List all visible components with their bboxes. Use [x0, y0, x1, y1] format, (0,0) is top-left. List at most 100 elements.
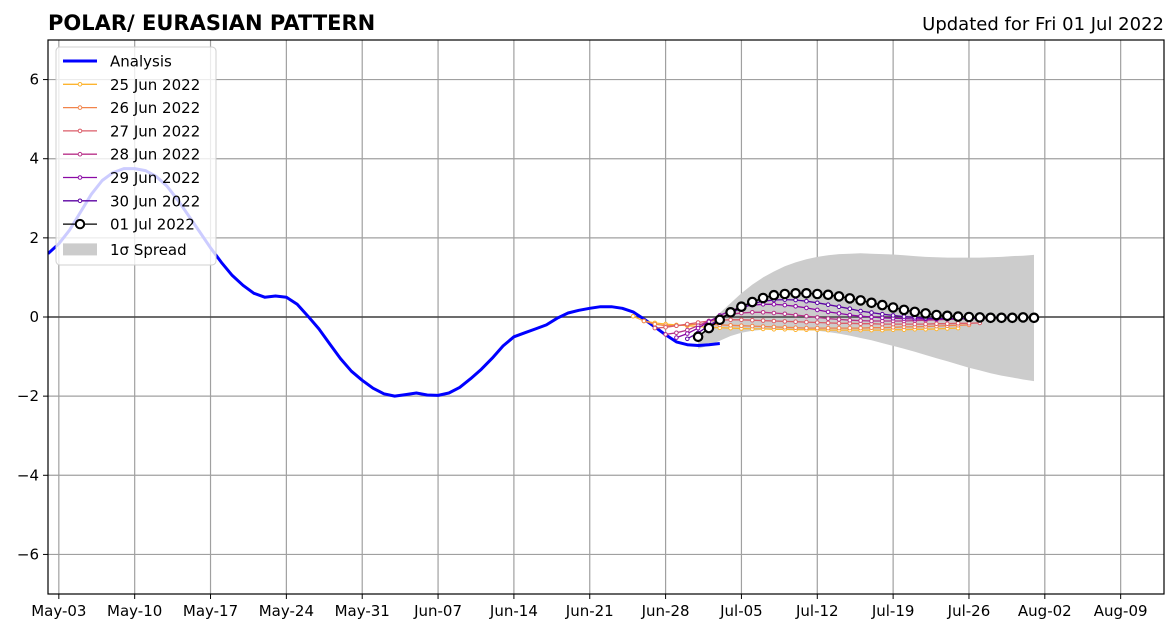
- forecast-point: [736, 301, 747, 312]
- forecast-point: [923, 321, 928, 327]
- forecast-point: [771, 310, 777, 316]
- x-tick-label: Jun-21: [565, 602, 614, 620]
- legend-marker: [77, 105, 83, 110]
- x-tick-label: Jun-28: [641, 602, 690, 620]
- forecast-point: [815, 325, 820, 331]
- forecast-point: [1028, 312, 1040, 324]
- legend-marker: [74, 218, 86, 230]
- forecast-point: [945, 321, 950, 327]
- legend-marker: [77, 198, 83, 204]
- forecast-point: [714, 314, 726, 326]
- legend-label: 30 Jun 2022: [110, 192, 200, 210]
- forecast-point: [760, 318, 766, 323]
- forecast-point: [641, 318, 647, 324]
- legend-label: 27 Jun 2022: [110, 122, 200, 140]
- forecast-point: [685, 331, 690, 336]
- legend-label: 01 Jul 2022: [110, 216, 195, 234]
- legend-box: [55, 46, 217, 266]
- x-tick-label: Jul-19: [871, 602, 915, 620]
- forecast-point: [887, 302, 899, 313]
- forecast-point: [771, 302, 777, 307]
- legend-marker: [77, 128, 83, 134]
- forecast-point: [880, 311, 885, 317]
- legend-patch: [63, 243, 97, 256]
- forecast-point: [793, 319, 798, 325]
- forecast-point: [901, 314, 907, 319]
- forecast-point: [779, 288, 791, 300]
- x-tick-label: May-10: [107, 602, 162, 620]
- legend-entry: 1σ Spread: [63, 241, 187, 259]
- legend-entry: 29 Jun 2022: [63, 169, 200, 187]
- forecast-point: [793, 304, 798, 309]
- forecast-point: [825, 309, 831, 315]
- forecast-point: [663, 332, 668, 337]
- forecast-point: [685, 336, 690, 342]
- y-tick-label: 0: [29, 308, 39, 326]
- forecast-point: [746, 296, 758, 308]
- y-tick-label: 2: [29, 229, 39, 247]
- forecast-point: [815, 300, 820, 306]
- forecast-point: [782, 302, 788, 308]
- forecast-point: [782, 325, 788, 330]
- legend-label: 25 Jun 2022: [110, 76, 200, 94]
- forecast-point: [793, 297, 798, 303]
- y-tick-label: −4: [17, 466, 39, 484]
- legend-marker: [77, 82, 83, 87]
- forecast-point: [880, 325, 885, 331]
- forecast-point: [844, 293, 856, 304]
- forecast-point: [833, 291, 845, 302]
- forecast-point: [869, 314, 874, 320]
- forecast-point: [739, 317, 744, 323]
- forecast-point: [804, 313, 809, 319]
- forecast-point: [804, 325, 809, 331]
- forecast-point: [728, 317, 733, 323]
- forecast-point: [804, 305, 809, 311]
- forecast-point: [847, 306, 853, 312]
- forecast-point: [782, 311, 788, 317]
- legend-label: 26 Jun 2022: [110, 99, 200, 117]
- forecast-point: [630, 313, 636, 319]
- forecast-point: [996, 312, 1007, 324]
- forecast-point: [858, 325, 863, 331]
- x-tick-label: May-31: [335, 602, 390, 620]
- forecast-point: [858, 318, 863, 323]
- forecast-point: [869, 310, 874, 315]
- forecast-point: [760, 324, 766, 329]
- legend-entry: 25 Jun 2022: [63, 76, 200, 94]
- forecast-point: [804, 298, 809, 304]
- forecast-point: [825, 302, 831, 308]
- forecast-point: [931, 309, 942, 321]
- legend-label: 28 Jun 2022: [110, 146, 200, 164]
- forecast-point: [836, 325, 842, 331]
- forecast-point: [847, 325, 853, 331]
- forecast-point: [985, 312, 996, 324]
- legend: Analysis 25 Jun 2022 26 Jun 2022 27 Jun 202…: [55, 46, 217, 266]
- y-tick-label: 4: [29, 150, 39, 168]
- forecast-point: [825, 320, 831, 326]
- legend-label: 1σ Spread: [110, 241, 187, 259]
- forecast-point: [836, 321, 842, 326]
- legend-entry: 01 Jul 2022: [63, 216, 195, 234]
- legend-label: 29 Jun 2022: [110, 169, 200, 187]
- forecast-point: [750, 323, 755, 329]
- forecast-point: [836, 304, 842, 310]
- legend-entry: 26 Jun 2022: [63, 99, 200, 117]
- forecast-layer: [630, 287, 1040, 343]
- x-tick-label: May-24: [259, 602, 314, 620]
- legend-entry: 30 Jun 2022: [63, 192, 200, 210]
- forecast-point: [825, 325, 831, 331]
- forecast-point: [858, 313, 863, 319]
- x-tick-label: Jul-05: [719, 602, 763, 620]
- forecast-point: [728, 323, 733, 328]
- forecast-point: [692, 331, 704, 343]
- forecast-point: [674, 330, 679, 336]
- x-tick-label: Jun-07: [413, 602, 462, 620]
- forecast-point: [739, 323, 744, 329]
- forecast-point: [750, 317, 755, 323]
- forecast-point: [768, 289, 780, 301]
- forecast-point: [934, 321, 939, 327]
- legend-entry: 27 Jun 2022: [63, 122, 200, 140]
- forecast-point: [869, 325, 874, 331]
- legend-label: Analysis: [110, 53, 172, 71]
- x-tick-label: May-17: [183, 602, 238, 620]
